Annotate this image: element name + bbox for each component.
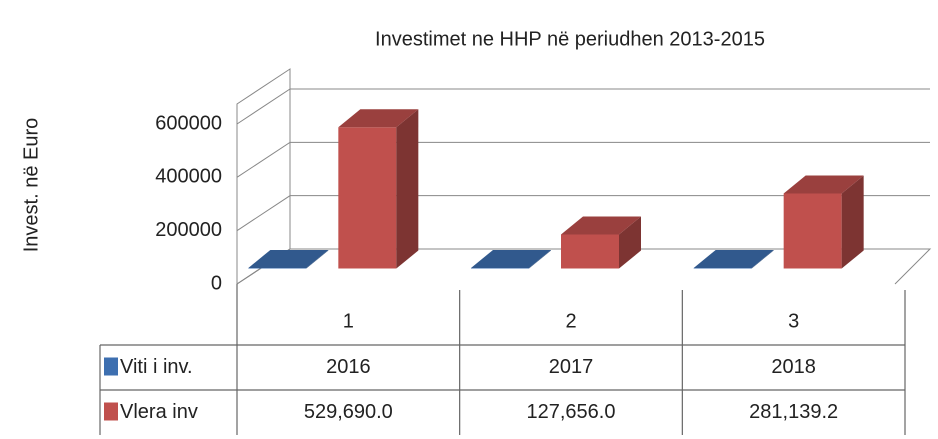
bar-face: [783, 193, 842, 269]
bar-face: [619, 216, 641, 269]
bar-face: [751, 249, 774, 269]
bar-face: [471, 267, 529, 269]
x-tick-label: 2: [565, 310, 576, 332]
bar-face: [561, 216, 641, 235]
bar-face: [561, 234, 619, 269]
table-cell: 529,690.0: [304, 401, 393, 423]
grid-line: [236, 141, 930, 178]
table-cell: 2017: [549, 356, 594, 378]
bar: [783, 175, 864, 269]
bar-face: [338, 127, 397, 269]
grid-line: [236, 195, 930, 232]
grid-line: [236, 88, 930, 125]
legend-swatch: [104, 402, 118, 421]
legend-swatch: [104, 357, 118, 376]
bar: [693, 249, 774, 269]
bar: [471, 249, 551, 269]
x-tick-label: 3: [788, 310, 799, 332]
y-tick-label: 400000: [155, 166, 222, 188]
bar-face: [471, 249, 551, 268]
legend-label: Vlera inv: [120, 401, 198, 423]
bar-face: [248, 249, 329, 268]
chart-title: Investimet ne HHP në periudhen 2013-2015: [375, 28, 765, 50]
bar-face: [693, 267, 752, 269]
bar-face: [841, 175, 864, 269]
y-axis-label: Invest. në Euro: [20, 118, 42, 253]
y-tick-label: 600000: [155, 112, 222, 134]
x-tick-label: 1: [343, 310, 354, 332]
table-cell: 281,139.2: [749, 401, 838, 423]
table-cell: 2016: [326, 356, 371, 378]
bar-face: [529, 249, 551, 269]
bar-face: [338, 109, 419, 128]
bar-face: [693, 249, 774, 268]
table-cell: 127,656.0: [527, 401, 616, 423]
bar-face: [396, 109, 419, 269]
bar: [248, 249, 329, 269]
bar-face: [248, 267, 307, 269]
grid-line: [236, 248, 930, 285]
bar: [338, 109, 419, 269]
bar-face: [783, 175, 864, 194]
bar-face: [306, 249, 329, 269]
table-cell: 2018: [771, 356, 816, 378]
y-tick-label: 200000: [155, 219, 222, 241]
legend-label: Viti i inv.: [120, 356, 193, 378]
bar: [561, 216, 641, 269]
y-tick-label: 0: [211, 272, 222, 294]
